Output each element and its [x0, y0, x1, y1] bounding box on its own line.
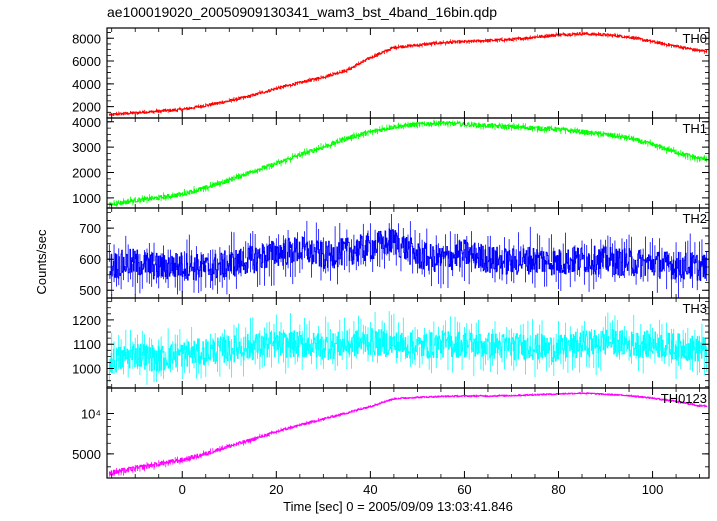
x-tick-label: 20	[269, 482, 283, 497]
y-tick-label: 1200	[72, 313, 101, 328]
panel-frame-th0123	[106, 387, 710, 479]
y-tick-label: 1000	[72, 191, 101, 206]
y-axis-label: Counts/sec	[34, 229, 49, 295]
y-tick-label: 2000	[72, 166, 101, 181]
y-tick-label: 3000	[72, 140, 101, 155]
error-bars-th1	[108, 119, 708, 208]
series-line-th0	[109, 32, 708, 116]
series-line-th0123	[109, 392, 708, 476]
y-tick-label: 700	[79, 221, 101, 236]
y-tick-label: 500	[79, 283, 101, 298]
x-axis-label: Time [sec] 0 = 2005/09/09 13:03:41.846	[283, 499, 513, 514]
y-tick-label: 10⁴	[81, 406, 101, 421]
x-tick-label: 0	[179, 482, 186, 497]
panel-frame-th1	[106, 117, 710, 209]
y-tick-label: 600	[79, 252, 101, 267]
error-bars-th2	[108, 214, 708, 298]
y-tick-label: 2000	[72, 100, 101, 115]
series-label-th1: TH1	[682, 121, 707, 136]
x-tick-label: 40	[363, 482, 377, 497]
y-tick-label: 4000	[72, 115, 101, 130]
error-bars-th3	[108, 311, 708, 385]
x-tick-label: 100	[642, 482, 664, 497]
chart-title: ae100019020_20050909130341_wam3_bst_4ban…	[107, 4, 497, 20]
y-tick-label: 5000	[72, 447, 101, 462]
error-bars-th0	[108, 31, 708, 118]
x-tick-label: 60	[457, 482, 471, 497]
x-tick-label: 80	[551, 482, 565, 497]
error-bars-th0123	[108, 392, 708, 477]
y-tick-label: 1000	[72, 362, 101, 377]
series-label-th0: TH0	[682, 31, 707, 46]
y-tick-label: 8000	[72, 31, 101, 46]
y-tick-label: 6000	[72, 54, 101, 69]
series-label-th0123: TH0123	[661, 391, 707, 406]
panel-frame-th0	[106, 27, 710, 119]
y-tick-label: 4000	[72, 77, 101, 92]
series-label-th3: TH3	[682, 301, 707, 316]
y-tick-label: 1100	[73, 337, 101, 352]
series-label-th2: TH2	[682, 211, 707, 226]
